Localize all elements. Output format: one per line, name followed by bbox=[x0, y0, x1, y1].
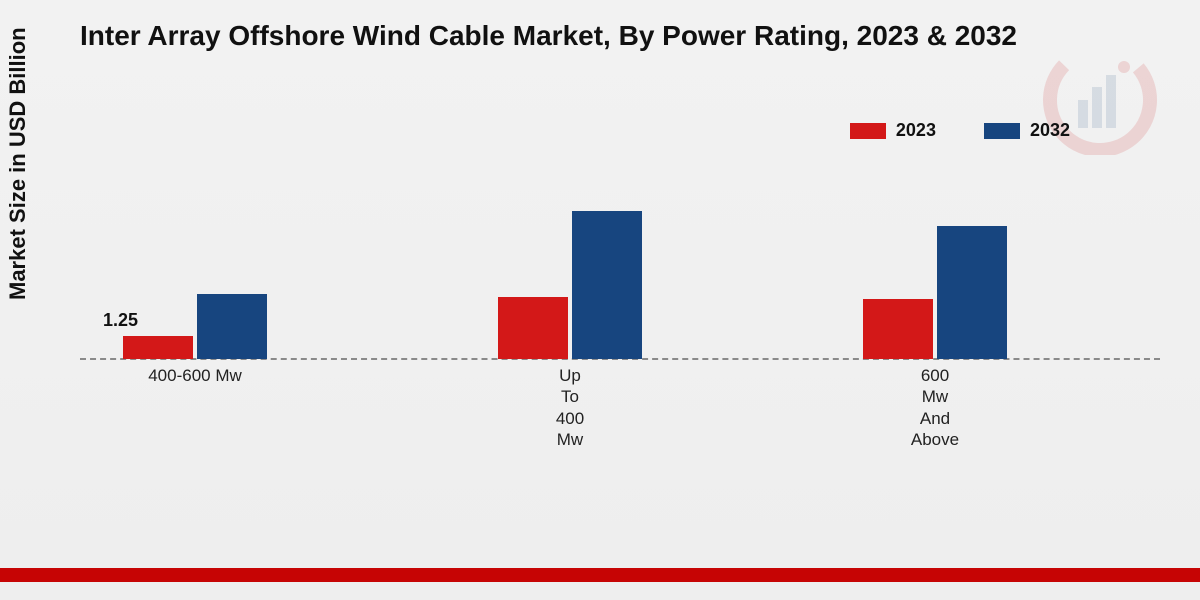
bar-y2023 bbox=[498, 297, 568, 359]
y-axis-label: Market Size in USD Billion bbox=[5, 27, 31, 300]
plot-area: 1.25 bbox=[80, 100, 1160, 360]
bar-y2032 bbox=[572, 211, 642, 359]
bar-y2023 bbox=[863, 299, 933, 359]
chart-canvas: Inter Array Offshore Wind Cable Market, … bbox=[0, 0, 1200, 600]
bar-y2023 bbox=[123, 336, 193, 359]
bar-value-label: 1.25 bbox=[103, 310, 138, 331]
x-axis-category-label: 400-600 Mw bbox=[105, 365, 285, 386]
x-axis-category-label: 600 Mw And Above bbox=[845, 365, 1025, 450]
chart-title: Inter Array Offshore Wind Cable Market, … bbox=[80, 20, 1160, 52]
footer-accent-bar bbox=[0, 568, 1200, 582]
bar-y2032 bbox=[197, 294, 267, 359]
x-axis-category-label: Up To 400 Mw bbox=[480, 365, 660, 450]
bar-y2032 bbox=[937, 226, 1007, 359]
